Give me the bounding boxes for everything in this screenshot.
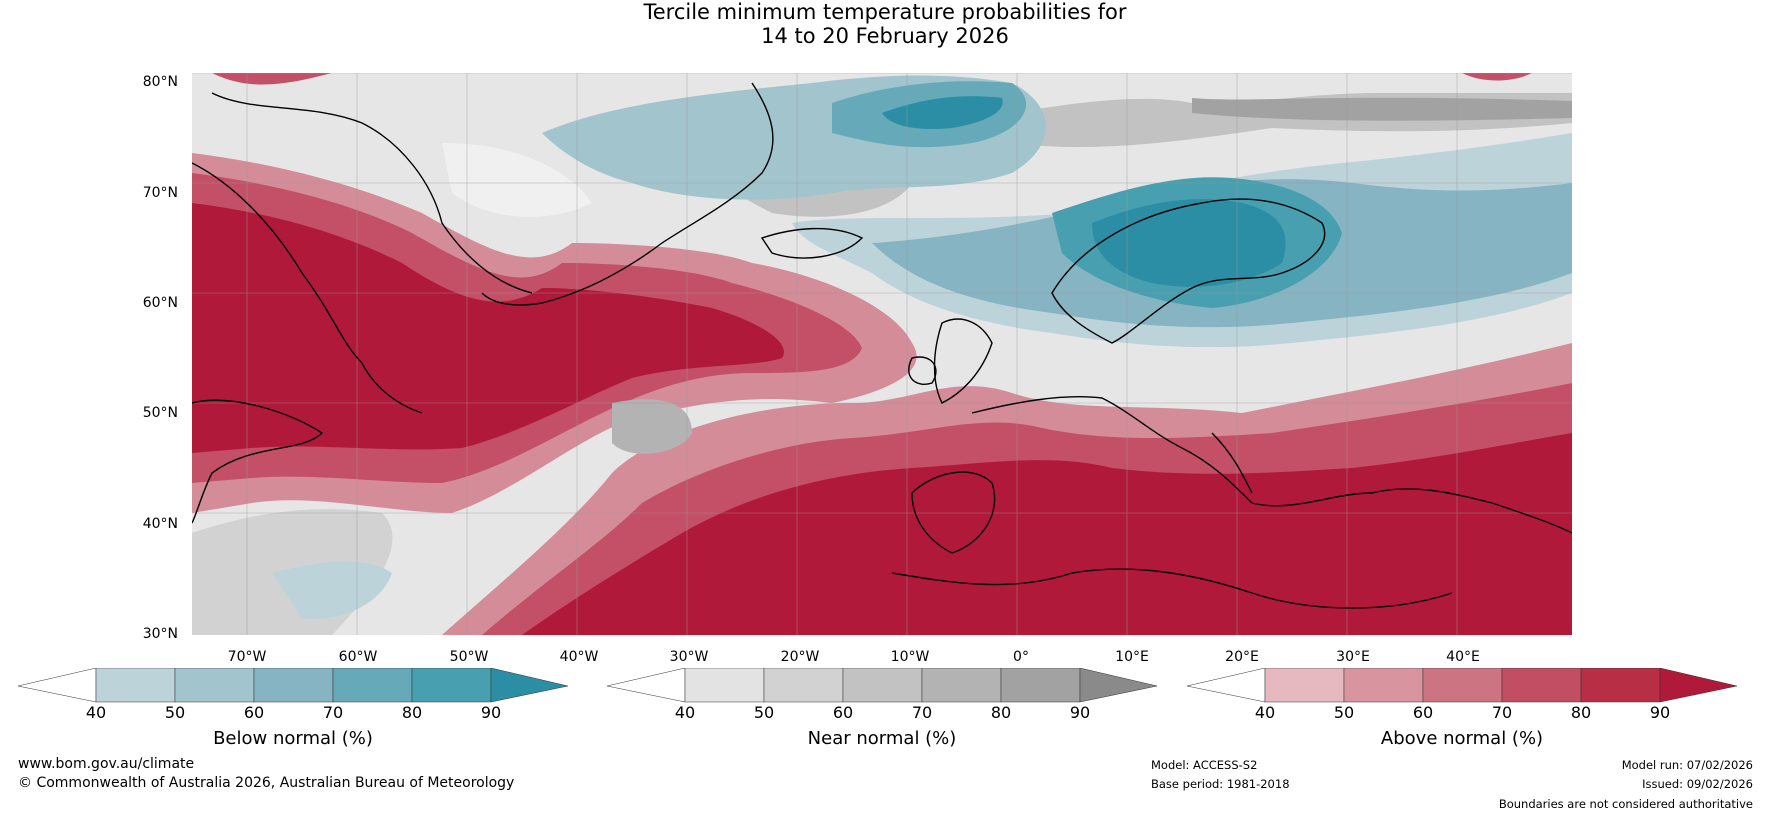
near-tick-40: 40 (674, 703, 696, 722)
lat-label-70n: 70°N (142, 185, 178, 201)
colorbar-below-normal (18, 668, 568, 703)
lat-label-60n: 60°N (142, 295, 178, 311)
disclaimer-text: Boundaries are not considered authoritat… (1498, 797, 1753, 811)
below-tick-80: 80 (401, 703, 423, 722)
colorbar-below-segment-4 (332, 668, 413, 703)
lon-label-20w: 20°W (780, 649, 820, 665)
colorbar-near-segment-0 (607, 668, 686, 703)
colorbar-above-normal (1187, 668, 1737, 703)
lon-label-0: 0° (1013, 649, 1029, 665)
above-tick-40: 40 (1254, 703, 1276, 722)
below-tick-50: 50 (164, 703, 186, 722)
title-line-2: 14 to 20 February 2026 (761, 24, 1009, 48)
lat-label-30n: 30°N (142, 626, 178, 642)
colorbar-near-segment-6 (1079, 668, 1157, 703)
issued-text: Issued: 09/02/2026 (1642, 777, 1753, 791)
lon-label-10e: 10°E (1115, 649, 1149, 665)
map-title: Tercile minimum temperature probabilitie… (0, 0, 1770, 48)
colorbar-above-segment-0 (1187, 668, 1266, 703)
near-tick-50: 50 (753, 703, 775, 722)
colorbar-above-segment-5 (1580, 668, 1661, 703)
colorbar-near-normal (607, 668, 1157, 703)
lon-label-40w: 40°W (559, 649, 599, 665)
coastlines (192, 82, 1572, 609)
below-tick-90: 90 (480, 703, 502, 722)
lon-label-50w: 50°W (449, 649, 489, 665)
above-tick-70: 70 (1491, 703, 1513, 722)
probability-map (192, 73, 1572, 635)
colorbar-above-segment-6 (1659, 668, 1737, 703)
website-link[interactable]: www.bom.gov.au/climate (18, 756, 195, 772)
lon-label-30e: 30°E (1336, 649, 1370, 665)
base-period-text: Base period: 1981-2018 (1151, 777, 1290, 791)
above-tick-60: 60 (1412, 703, 1434, 722)
colorbar-below-segment-6 (490, 668, 568, 703)
colorbar-below-segment-1 (95, 668, 176, 703)
map-canvas (192, 73, 1572, 635)
model-run-text: Model run: 07/02/2026 (1621, 758, 1753, 772)
below-tick-70: 70 (322, 703, 344, 722)
lat-label-50n: 50°N (142, 405, 178, 421)
copyright-text: © Commonwealth of Australia 2026, Austra… (18, 775, 515, 791)
lon-label-60w: 60°W (338, 649, 378, 665)
title-line-1: Tercile minimum temperature probabilitie… (643, 0, 1127, 24)
colorbar-near-segment-3 (842, 668, 923, 703)
lat-label-40n: 40°N (142, 516, 178, 532)
below-tick-40: 40 (85, 703, 107, 722)
lon-label-30w: 30°W (669, 649, 709, 665)
colorbar-above-segment-2 (1343, 668, 1424, 703)
above-tick-80: 80 (1570, 703, 1592, 722)
colorbar-near-segment-5 (1000, 668, 1081, 703)
colorbar-below-label: Below normal (%) (213, 728, 373, 749)
colorbar-near-segment-1 (684, 668, 765, 703)
near-tick-90: 90 (1069, 703, 1091, 722)
colorbar-above-segment-3 (1422, 668, 1503, 703)
colorbar-above-label: Above normal (%) (1380, 728, 1544, 749)
colorbar-near-label: Near normal (%) (807, 728, 957, 749)
near-tick-80: 80 (990, 703, 1012, 722)
colorbar-above-segment-1 (1264, 668, 1345, 703)
below-normal-regions (272, 75, 1572, 619)
above-normal-regions (192, 73, 1572, 635)
colorbar-below-segment-0 (18, 668, 97, 703)
above-tick-90: 90 (1649, 703, 1671, 722)
lon-label-70w: 70°W (227, 649, 267, 665)
near-tick-70: 70 (911, 703, 933, 722)
colorbar-near-segment-4 (921, 668, 1002, 703)
colorbar-below-segment-5 (411, 668, 492, 703)
below-tick-60: 60 (243, 703, 265, 722)
colorbar-below-segment-2 (174, 668, 255, 703)
model-text: Model: ACCESS-S2 (1151, 758, 1258, 772)
colorbar-below-segment-3 (253, 668, 334, 703)
near-tick-60: 60 (832, 703, 854, 722)
colorbar-near-segment-2 (763, 668, 844, 703)
lat-label-80n: 80°N (142, 74, 178, 90)
map-gridlines (192, 73, 1572, 635)
colorbar-above-segment-4 (1501, 668, 1582, 703)
above-tick-50: 50 (1333, 703, 1355, 722)
lon-label-10w: 10°W (890, 649, 930, 665)
lon-label-40e: 40°E (1446, 649, 1480, 665)
lon-label-20e: 20°E (1225, 649, 1259, 665)
